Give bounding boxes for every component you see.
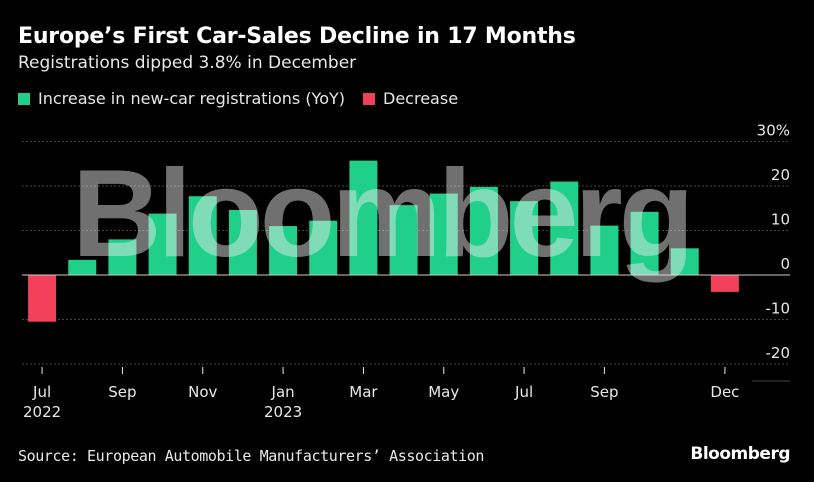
x-tick-label: Nov <box>188 383 217 401</box>
bar <box>710 275 739 292</box>
x-tick-label: Dec <box>710 383 739 401</box>
bar <box>108 239 137 275</box>
legend-label-increase: Increase in new-car registrations (YoY) <box>38 89 346 108</box>
bar <box>309 220 338 275</box>
chart-subtitle: Registrations dipped 3.8% in December <box>18 53 357 73</box>
x-tick-year-label: 2022 <box>23 403 61 421</box>
x-tick-label: Jan <box>271 383 295 401</box>
legend-label-decrease: Decrease <box>383 89 459 108</box>
legend-swatch-increase <box>18 92 30 105</box>
legend-item-decrease: Decrease <box>363 89 458 108</box>
bar <box>670 248 699 275</box>
bar <box>510 201 539 275</box>
x-tick-label: Jul <box>32 383 51 401</box>
bar <box>630 211 659 275</box>
legend-swatch-decrease <box>363 92 376 105</box>
bar <box>228 210 257 275</box>
chart-title: Europe’s First Car-Sales Decline in 17 M… <box>18 24 576 49</box>
x-tick-label: Jul <box>514 383 533 401</box>
bar <box>28 275 57 322</box>
bar <box>469 186 498 275</box>
x-tick-label: Sep <box>108 383 136 401</box>
bar <box>269 226 298 275</box>
bar <box>188 196 217 275</box>
bar <box>148 213 177 275</box>
bar <box>68 259 97 275</box>
y-tick-label: -10 <box>766 300 791 318</box>
y-tick-label: 10 <box>771 211 790 229</box>
y-tick-label: 30% <box>757 122 790 140</box>
y-tick-label: 0 <box>780 255 790 273</box>
x-tick-label: Sep <box>590 383 618 401</box>
bar <box>550 181 579 275</box>
y-tick-label: -20 <box>766 344 791 362</box>
legend: Increase in new-car registrations (YoY) … <box>18 89 476 108</box>
brand-logo: Bloomberg <box>690 444 790 464</box>
bar <box>349 160 378 275</box>
bar <box>389 205 418 275</box>
x-tick-year-label: 2023 <box>264 403 302 421</box>
bar <box>429 193 458 275</box>
legend-item-increase: Increase in new-car registrations (YoY) <box>18 89 345 108</box>
x-tick-label: May <box>428 383 459 401</box>
bar <box>590 225 619 275</box>
y-tick-label: 20 <box>771 166 790 184</box>
source-note: Source: European Automobile Manufacturer… <box>18 447 485 465</box>
x-tick-label: Mar <box>349 383 378 401</box>
